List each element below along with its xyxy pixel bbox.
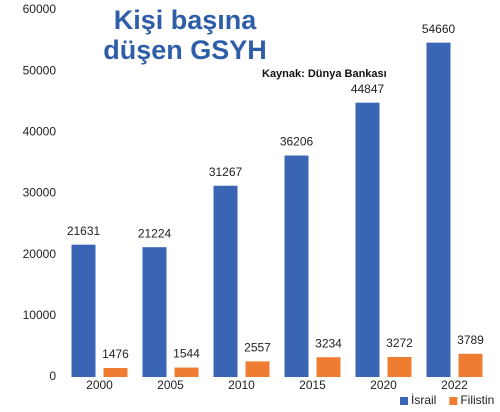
value-label: 36206 <box>280 135 314 149</box>
bar <box>355 102 380 377</box>
x-tick-label: 2010 <box>228 378 255 392</box>
x-tick-label: 2022 <box>441 378 468 392</box>
value-label: 3272 <box>386 336 413 350</box>
bar <box>174 367 199 377</box>
y-tick-label: 20000 <box>23 247 57 261</box>
legend-swatch <box>449 397 458 405</box>
value-label: 1476 <box>102 347 129 361</box>
chart-title: düşen GSYH <box>103 35 267 65</box>
y-tick-label: 60000 <box>23 2 57 16</box>
bar <box>284 155 309 377</box>
y-tick-label: 10000 <box>23 308 57 322</box>
value-label: 2557 <box>244 341 271 355</box>
value-label: 1544 <box>173 347 200 361</box>
y-tick-label: 40000 <box>23 125 57 139</box>
legend-label: İsrail <box>411 393 436 407</box>
bar <box>458 353 483 377</box>
legend-label: Filistin <box>460 393 494 407</box>
y-tick-label: 0 <box>49 369 56 383</box>
bar <box>387 356 412 377</box>
bar <box>142 247 167 377</box>
value-label: 3789 <box>457 333 484 347</box>
bar <box>213 185 238 377</box>
source-note: Kaynak: Dünya Bankası <box>262 68 387 80</box>
x-tick-label: 2005 <box>157 378 184 392</box>
bar <box>245 361 270 377</box>
x-tick-label: 2020 <box>370 378 397 392</box>
x-tick-label: 2015 <box>299 378 326 392</box>
value-label: 31267 <box>209 165 243 179</box>
value-label: 21631 <box>67 224 101 238</box>
bar <box>426 42 451 378</box>
legend-swatch <box>400 397 408 405</box>
y-tick-label: 50000 <box>23 63 57 77</box>
bar <box>103 367 128 377</box>
x-tick-label: 2000 <box>86 378 113 392</box>
value-label: 44847 <box>351 82 385 96</box>
y-tick-label: 30000 <box>23 186 57 200</box>
chart-title: Kişi başına <box>114 5 258 35</box>
value-label: 21224 <box>138 226 172 240</box>
bar <box>71 244 96 377</box>
bar <box>316 357 341 377</box>
value-label: 54660 <box>422 22 456 36</box>
value-label: 3234 <box>315 336 342 350</box>
